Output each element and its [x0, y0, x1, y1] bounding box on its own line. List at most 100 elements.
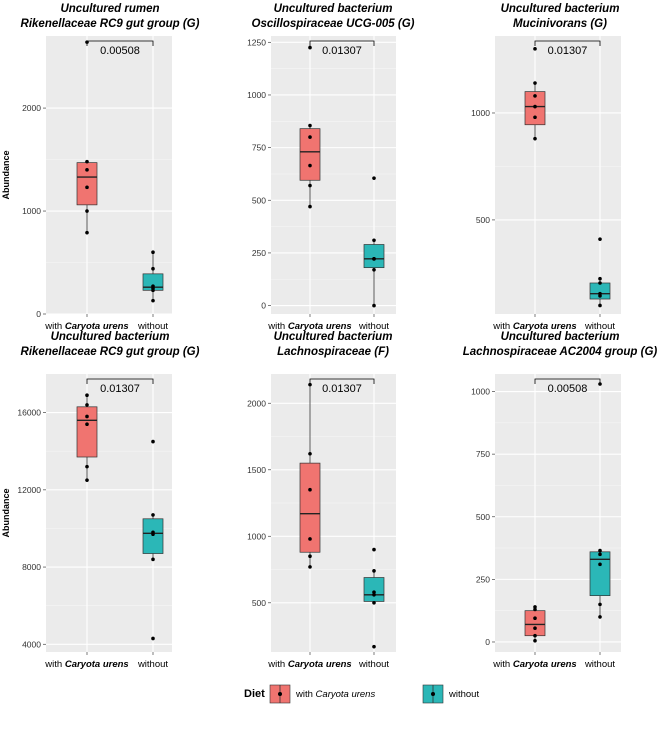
data-point	[308, 45, 312, 50]
data-point	[598, 548, 602, 553]
data-point	[85, 159, 89, 164]
x-tick-label: with Caryota urens	[44, 321, 128, 332]
data-point	[151, 288, 155, 293]
p-value-label: 0.01307	[322, 383, 362, 395]
y-tick-label: 0	[485, 637, 490, 647]
panel-5: Uncultured bacterium Lachnospiraceae (F) 5…	[247, 331, 396, 670]
data-point	[598, 382, 602, 386]
legend-label-with-prefix: with	[295, 689, 316, 700]
data-point	[598, 602, 602, 607]
panel-6: Uncultured bacterium Lachnospiraceae AC20…	[463, 331, 658, 670]
data-point	[308, 163, 312, 168]
data-point	[85, 209, 89, 213]
data-point	[85, 168, 89, 172]
legend-label-without-text: without	[448, 689, 479, 700]
x-tick-label: without	[358, 659, 389, 670]
box-with	[76, 406, 98, 458]
x-tick-label-prefix: with	[492, 321, 513, 332]
p-value-label: 0.00508	[100, 45, 140, 57]
data-point	[533, 616, 537, 620]
data-point	[533, 607, 537, 612]
data-point	[372, 644, 376, 649]
x-tick-label: without	[137, 659, 168, 670]
x-tick-label: with Caryota urens	[492, 659, 576, 670]
data-point	[308, 565, 312, 569]
data-point	[85, 414, 89, 419]
y-tick-label: 1250	[247, 37, 266, 47]
data-point	[151, 266, 155, 271]
y-tick-label: 4000	[22, 639, 41, 649]
data-point	[372, 267, 376, 272]
data-point	[533, 94, 537, 98]
x-tick-label: with Caryota urens	[492, 321, 576, 332]
y-tick-label: 0	[36, 309, 41, 319]
plot-background	[495, 36, 621, 314]
panel-title-line: Uncultured bacterium	[274, 3, 393, 15]
plot-background	[271, 374, 396, 652]
data-point	[308, 135, 312, 139]
data-point	[372, 569, 376, 573]
y-tick-label: 1000	[471, 108, 490, 118]
data-point	[372, 600, 376, 605]
data-point	[533, 104, 537, 109]
x-tick-label-species: Caryota urens	[513, 321, 577, 332]
box-with	[524, 610, 546, 637]
data-point	[598, 303, 602, 308]
x-tick-label: with Caryota urens	[44, 659, 128, 670]
panel-1: Uncultured rumen Rikenellaceae RC9 gut gr…	[1, 3, 200, 332]
data-point	[372, 303, 376, 308]
data-point	[85, 478, 89, 482]
data-point	[533, 47, 537, 51]
panels: Uncultured rumen Rikenellaceae RC9 gut gr…	[1, 3, 657, 670]
data-point	[533, 638, 537, 643]
data-point	[308, 452, 312, 456]
significance-bracket	[86, 378, 154, 384]
y-tick-label: 750	[252, 143, 266, 153]
x-tick-label-prefix: with	[44, 321, 65, 332]
y-tick-label: 500	[476, 215, 490, 225]
y-tick-label: 16000	[17, 408, 41, 418]
y-tick-label: 500	[252, 598, 266, 608]
data-point	[151, 513, 155, 517]
data-point	[598, 562, 602, 567]
legend-label-without: without	[448, 689, 479, 700]
y-axis-label: Abundance	[1, 150, 11, 199]
data-point	[372, 590, 376, 594]
box-without	[589, 551, 611, 596]
panel-3: Uncultured bacterium Mucinivorans (G) 500 1…	[471, 3, 621, 332]
data-point	[151, 636, 155, 641]
y-tick-label: 1000	[247, 90, 266, 100]
y-tick-label: 1000	[471, 387, 490, 397]
data-point	[85, 393, 89, 398]
panel-title-line: Uncultured bacterium	[274, 331, 393, 343]
data-point	[598, 294, 602, 298]
x-tick-label-species: Caryota urens	[288, 659, 352, 670]
panel-title-line: Uncultured rumen	[60, 3, 159, 15]
y-tick-label: 2000	[247, 398, 266, 408]
y-tick-label: 1000	[22, 206, 41, 216]
x-tick-label: without	[137, 321, 168, 332]
data-point	[372, 257, 376, 261]
data-point	[308, 537, 312, 541]
data-point	[151, 439, 155, 444]
p-value-label: 0.00508	[548, 383, 588, 395]
significance-bracket	[534, 378, 601, 384]
plot-background	[495, 374, 621, 652]
p-value-label: 0.01307	[322, 45, 362, 57]
panel-title-line: Oscillospiraceae UCG-005 (G)	[252, 18, 415, 30]
data-point	[372, 238, 376, 243]
y-tick-label: 250	[476, 574, 490, 584]
x-tick-label-species: Caryota urens	[288, 321, 352, 332]
legend-title: Diet	[244, 688, 265, 700]
data-point	[598, 237, 602, 241]
x-tick-label-prefix: with	[267, 659, 288, 670]
box-without	[363, 577, 385, 602]
data-point	[308, 123, 312, 128]
y-tick-label: 500	[476, 512, 490, 522]
x-tick-label: without	[584, 321, 615, 332]
panel-title-line: Mucinivorans (G)	[513, 18, 607, 30]
box-with	[299, 462, 321, 553]
plot-background	[271, 36, 396, 314]
y-tick-label: 2000	[22, 103, 41, 113]
